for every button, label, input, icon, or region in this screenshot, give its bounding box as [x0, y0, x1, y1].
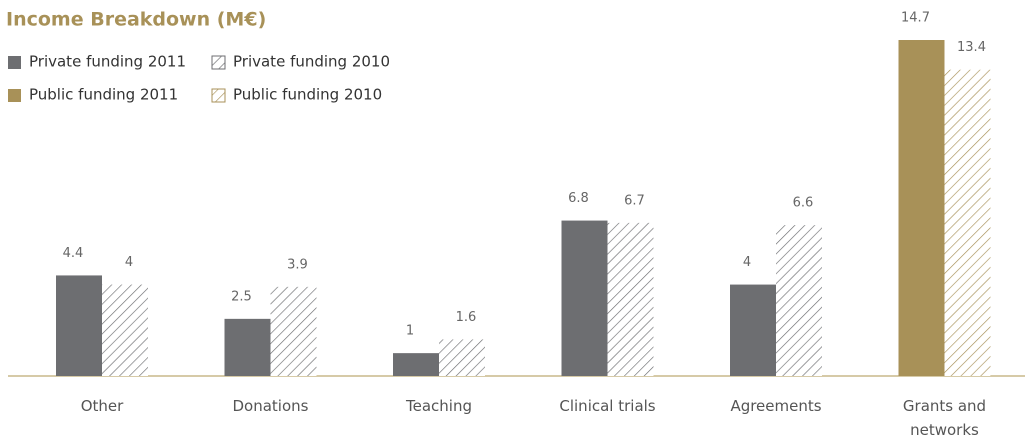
- value-label: 4.4: [63, 246, 84, 261]
- value-label: 6.7: [624, 193, 645, 208]
- value-label: 14.7: [901, 11, 930, 26]
- bar: [224, 318, 271, 376]
- bar: [944, 69, 991, 376]
- legend-label: Private funding 2011: [29, 53, 186, 71]
- chart-title: Income Breakdown (M€): [6, 9, 266, 31]
- bar: [561, 220, 608, 376]
- bar: [776, 225, 822, 376]
- legend-swatch: [211, 55, 226, 70]
- value-label: 1: [406, 324, 414, 339]
- value-label: 1.6: [456, 310, 477, 325]
- bar: [56, 275, 102, 376]
- bar: [607, 222, 654, 376]
- legend-swatch: [211, 88, 226, 103]
- bar: [730, 284, 776, 376]
- bar: [393, 353, 439, 376]
- x-tick-label: Grants and networks: [902, 397, 987, 438]
- legend-label: Public funding 2011: [29, 86, 178, 104]
- legend-label: Private funding 2010: [233, 53, 390, 71]
- legend-swatch: [8, 89, 21, 102]
- x-tick-label: Agreements: [730, 397, 822, 415]
- legend-swatch: [8, 56, 21, 69]
- x-tick-label: Donations: [232, 397, 309, 415]
- x-tick-label: Other: [80, 397, 124, 415]
- x-tick-label: Clinical trials: [559, 397, 656, 415]
- x-tick-label: Teaching: [406, 397, 472, 415]
- bar: [270, 286, 317, 376]
- bar: [439, 339, 485, 376]
- value-label: 4: [125, 255, 133, 270]
- value-label: 6.6: [793, 196, 814, 211]
- value-label: 6.8: [568, 191, 589, 206]
- bar: [898, 40, 945, 376]
- value-label: 2.5: [231, 289, 252, 304]
- value-label: 3.9: [287, 257, 308, 272]
- value-label: 13.4: [957, 40, 986, 55]
- bar: [102, 284, 148, 376]
- value-label: 4: [743, 255, 751, 270]
- legend-label: Public funding 2010: [233, 86, 382, 104]
